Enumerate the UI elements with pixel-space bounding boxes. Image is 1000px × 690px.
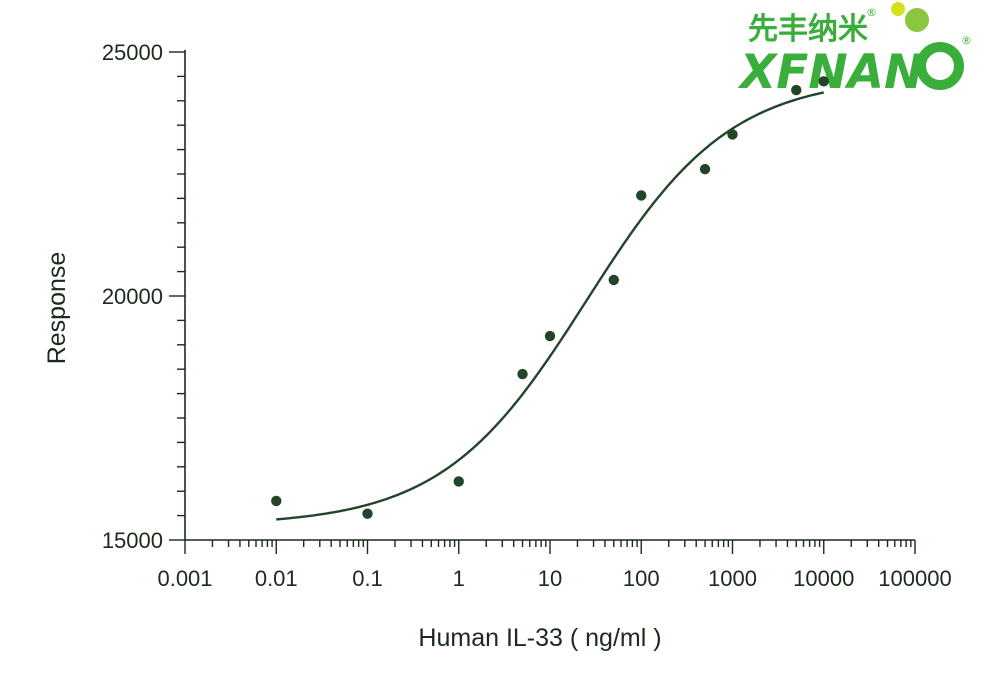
data-point bbox=[271, 495, 282, 507]
logo-o-ring bbox=[916, 42, 964, 90]
data-point bbox=[362, 508, 373, 519]
data-point bbox=[791, 84, 802, 96]
y-axis-title: Response bbox=[43, 252, 71, 365]
logo-english-text: XFNAN bbox=[737, 45, 923, 100]
x-tick-label: 0.01 bbox=[255, 566, 298, 591]
logo-chinese-text: 先丰纳米 bbox=[748, 12, 868, 47]
logo-registered-mark-1: ® bbox=[866, 6, 877, 19]
xfnano-logo: 先丰纳米 ® XFNAN ® bbox=[737, 2, 972, 100]
data-point bbox=[699, 163, 711, 175]
data-point bbox=[544, 330, 556, 342]
fit-curve bbox=[276, 91, 825, 521]
y-tick-label: 25000 bbox=[102, 40, 163, 65]
x-tick-label: 100 bbox=[623, 566, 660, 591]
data-points bbox=[271, 76, 829, 519]
y-tick-label: 20000 bbox=[102, 284, 163, 309]
logo-green-ball-icon bbox=[905, 8, 929, 32]
data-point bbox=[727, 129, 738, 140]
data-point bbox=[517, 368, 528, 380]
x-axis-title: Human IL-33 ( ng/ml ) bbox=[418, 624, 661, 652]
x-tick-label: 1000 bbox=[708, 566, 757, 591]
data-point bbox=[636, 190, 647, 201]
data-point bbox=[608, 274, 619, 286]
x-tick-label: 10 bbox=[538, 566, 562, 591]
x-tick-label: 0.1 bbox=[352, 566, 383, 591]
logo-yellow-ball-icon bbox=[891, 2, 905, 16]
data-point bbox=[453, 476, 464, 487]
chart-axes bbox=[184, 50, 915, 541]
x-tick-label: 100000 bbox=[878, 566, 951, 591]
x-tick-label: 1 bbox=[453, 566, 465, 591]
x-tick-label: 0.001 bbox=[157, 566, 212, 591]
x-axis-ticks: 0.001 0.01 0.1 1 10 100 1000 10000 100000 bbox=[157, 540, 952, 591]
y-axis-ticks: 15000 20000 25000 bbox=[102, 40, 185, 553]
data-point bbox=[818, 76, 829, 87]
x-tick-label: 10000 bbox=[793, 566, 854, 591]
y-tick-label: 15000 bbox=[102, 528, 163, 553]
logo-registered-mark-2: ® bbox=[961, 34, 972, 47]
